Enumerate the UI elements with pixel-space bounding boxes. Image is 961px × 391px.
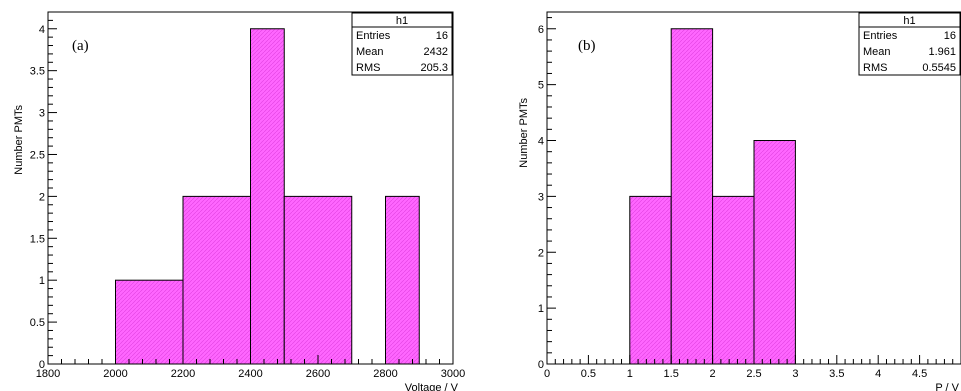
histogram-bin-0	[115, 279, 184, 365]
histogram-voltage: 1800 2000 2200 2400 2600 2800 3000 0 0.5 1 1.5 2 2.5…	[13, 11, 465, 391]
x-axis-label: P / V	[935, 382, 959, 391]
x-tick-label: 2600	[306, 368, 330, 380]
histogram-bin-2	[712, 195, 755, 365]
stats-value: 2432	[424, 46, 448, 58]
x-tick-label: 0	[544, 368, 550, 380]
stats-key: RMS	[863, 62, 887, 74]
y-tick-label: 0.5	[30, 317, 45, 329]
stats-value: 16	[944, 30, 956, 42]
histogram-bin-1	[670, 28, 714, 365]
y-tick-label: 1	[538, 303, 544, 315]
histogram-bin-2	[250, 28, 285, 365]
panel-label: (a)	[72, 38, 89, 54]
y-tick-label: 3.5	[30, 66, 45, 78]
x-tick-label: 2.5	[746, 368, 761, 380]
stats-value: 205.3	[420, 62, 448, 74]
y-tick-label: 3	[39, 108, 45, 120]
histogram-bin-0	[629, 195, 672, 365]
y-tick-label: 2	[538, 247, 544, 259]
stats-box: h1 Entries 16 Mean 2432 RMS 205.3	[351, 12, 453, 76]
y-tick-label: 1.5	[30, 233, 45, 245]
histogram-bin-4	[385, 195, 420, 365]
x-tick-label: 2200	[171, 368, 195, 380]
x-tick-label: 2400	[238, 368, 262, 380]
x-tick-label: 4	[875, 368, 881, 380]
y-tick-label: 0	[538, 359, 544, 371]
y-tick-label: 4	[538, 136, 544, 148]
y-tick-label: 1	[39, 275, 45, 287]
stats-key: Entries	[863, 30, 898, 42]
stats-key: Mean	[356, 46, 384, 58]
x-tick-label: 3000	[441, 368, 465, 380]
histogram-p: 0 0.5 1 1.5 2 2.5 3 3.5 4 4.5 0 1 2 3 4 5 6 (b) Number P…	[518, 11, 961, 391]
y-axis-label: Number PMTs	[518, 98, 530, 168]
histogram-bin-3	[283, 195, 353, 365]
x-tick-label: 2800	[373, 368, 397, 380]
y-tick-label: 2	[39, 191, 45, 203]
x-tick-label: 2000	[103, 368, 127, 380]
stats-key: Entries	[356, 30, 391, 42]
y-tick-label: 6	[538, 24, 544, 36]
y-axis-label: Number PMTs	[13, 105, 25, 175]
histogram-bin-1	[182, 195, 251, 365]
x-tick-label: 1	[627, 368, 633, 380]
x-tick-label: 3	[792, 368, 798, 380]
x-tick-label: 1800	[36, 368, 60, 380]
stats-box: h1 Entries 16 Mean 1.961 RMS 0.5545	[858, 12, 961, 76]
y-tick-label: 5	[538, 80, 544, 92]
panel-label: (b)	[578, 38, 596, 54]
stats-value: 16	[436, 30, 448, 42]
x-tick-label: 1.5	[664, 368, 679, 380]
y-tick-label: 4	[39, 24, 45, 36]
x-tick-label: 3.5	[829, 368, 844, 380]
x-tick-label: 4.5	[912, 368, 927, 380]
x-tick-label: 2	[710, 368, 716, 380]
stats-key: RMS	[356, 62, 380, 74]
stats-key: Mean	[863, 46, 891, 58]
histogram-bin-3	[753, 140, 796, 365]
stats-value: 0.5545	[922, 62, 956, 74]
stats-title: h1	[396, 15, 408, 27]
stats-value: 1.961	[928, 46, 956, 58]
y-tick-label: 2.5	[30, 149, 45, 161]
x-axis-label: Voltage / V	[405, 382, 459, 391]
stats-title: h1	[903, 15, 915, 27]
y-tick-label: 0	[39, 359, 45, 371]
x-tick-label: 0.5	[581, 368, 596, 380]
y-tick-label: 3	[538, 191, 544, 203]
